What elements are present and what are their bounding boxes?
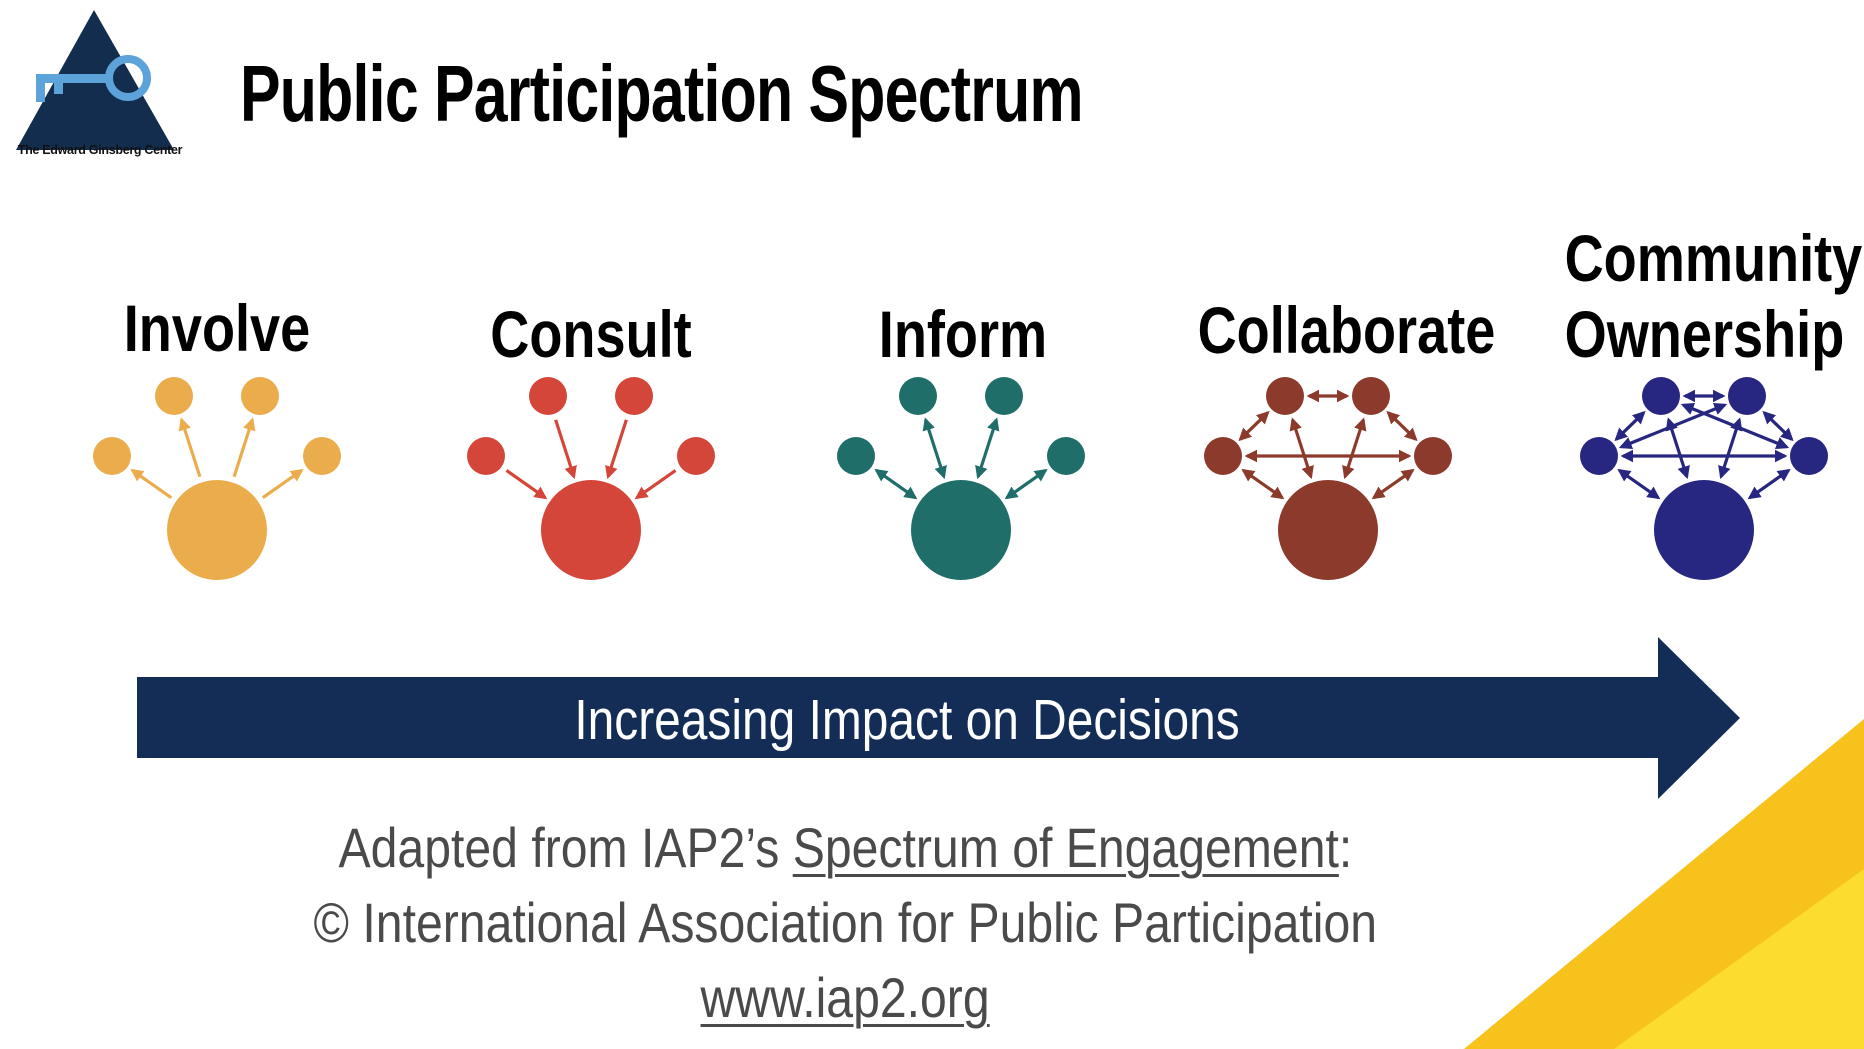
participant-node [899, 377, 937, 415]
participant-node [155, 377, 193, 415]
central-node [1278, 480, 1378, 580]
connector-arrow [1371, 468, 1415, 500]
stage-label-line: Collaborate [1197, 293, 1496, 367]
connector-arrow [261, 468, 304, 500]
participant-node [1414, 437, 1452, 475]
participant-node [241, 377, 279, 415]
credit-prefix: Adapted from IAP2’s [338, 816, 793, 879]
connector-arrow [1614, 410, 1646, 442]
central-node [541, 480, 641, 580]
participant-node [1204, 437, 1242, 475]
connector-arrow [1680, 402, 1790, 450]
participant-node [1047, 437, 1085, 475]
central-node [1654, 480, 1754, 580]
connector-arrow [1386, 410, 1418, 442]
stage-label-line: Community [1564, 221, 1863, 295]
stage-label-line: Inform [878, 297, 1048, 371]
cluster-collaborate [1204, 377, 1452, 580]
participant-node [93, 437, 131, 475]
connector-arrow [1617, 468, 1661, 500]
participant-node [1728, 377, 1766, 415]
impact-arrow [137, 637, 1740, 799]
central-node [911, 480, 1011, 580]
stage-label-line: Ownership [1564, 297, 1845, 371]
connector-arrow [554, 419, 577, 480]
participant-node [985, 377, 1023, 415]
stage-label-consult: Consult [452, 296, 731, 372]
connector-arrow [1004, 468, 1048, 500]
connector-arrow [605, 419, 628, 480]
participant-node [1790, 437, 1828, 475]
connector-arrow [130, 468, 173, 500]
connector-arrow [975, 417, 1000, 480]
connector-arrow [1289, 417, 1314, 480]
impact-arrow-label: Increasing Impact on Decisions [137, 680, 1677, 760]
participant-node [1352, 377, 1390, 415]
stage-label-collaborate: Collaborate [1197, 292, 1496, 368]
participant-node [837, 437, 875, 475]
ginsberg-center-logo [16, 10, 174, 150]
connector-arrow [1747, 468, 1791, 500]
credit-line-3: www.iap2.org [0, 960, 1690, 1036]
connector-arrow [505, 469, 548, 500]
connector-arrow [1342, 417, 1367, 480]
connector-arrow [232, 417, 256, 478]
stage-label-involve: Involve [78, 290, 357, 366]
participant-node [1580, 437, 1618, 475]
spectrum-of-engagement-link[interactable]: Spectrum of Engagement [792, 816, 1339, 879]
credit-line-1: Adapted from IAP2’s Spectrum of Engageme… [0, 810, 1690, 886]
cluster-involve [93, 377, 341, 580]
impact-arrow-text: Increasing Impact on Decisions [574, 688, 1240, 752]
connector-arrow [1238, 410, 1270, 442]
participant-node [615, 377, 653, 415]
stage-label-line: Consult [490, 297, 692, 371]
credit-suffix: : [1338, 816, 1352, 879]
connector-arrow [634, 469, 677, 500]
stage-label-line: Involve [123, 291, 311, 365]
participant-node [1266, 377, 1304, 415]
credit-line-2: © International Association for Public P… [0, 885, 1690, 961]
cluster-community-ownership [1580, 377, 1828, 580]
iap2-website-link[interactable]: www.iap2.org [700, 966, 990, 1029]
participant-node [1642, 377, 1680, 415]
stage-label-community-ownership: Community Ownership [1564, 220, 1863, 372]
stage-label-inform: Inform [824, 296, 1103, 372]
connector-arrow [1241, 468, 1285, 500]
connector-arrow [1618, 402, 1728, 450]
connector-arrow [178, 417, 202, 478]
participant-node [467, 437, 505, 475]
cluster-inform [837, 377, 1085, 580]
logo-caption: The Edward Ginsberg Center [17, 143, 183, 157]
participant-node [677, 437, 715, 475]
central-node [167, 480, 267, 580]
key-icon [36, 55, 151, 102]
connector-arrow [874, 468, 918, 500]
participant-node [529, 377, 567, 415]
connector-arrow [1762, 410, 1794, 442]
participant-node [303, 437, 341, 475]
page-title: Public Participation Spectrum [240, 49, 1084, 138]
copyright-text: © International Association for Public P… [313, 891, 1377, 954]
connector-arrow [922, 417, 947, 480]
yellow-corner-accent [1464, 719, 1864, 1049]
cluster-consult [467, 377, 715, 580]
